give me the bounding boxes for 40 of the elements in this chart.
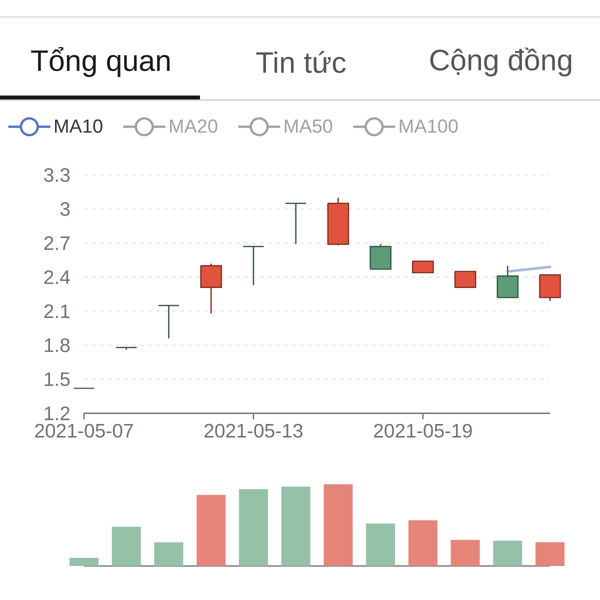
x-tick-label: 2021-05-13 [204, 424, 302, 438]
candlestick [200, 262, 222, 314]
y-tick-label: 3 [60, 202, 70, 216]
candlestick [158, 304, 180, 340]
y-tick-label: 3.3 [44, 168, 70, 182]
y-tick-label: 2.4 [44, 270, 70, 284]
bar [281, 486, 310, 566]
y-tick-label: 1.5 [44, 372, 70, 386]
candlestick [242, 246, 264, 286]
legend-label: MA10 [55, 119, 102, 133]
legend-label: MA100 [400, 119, 458, 133]
bar [408, 520, 438, 566]
bar [70, 558, 98, 566]
y-tick-label: 1.2 [44, 406, 70, 420]
text: Cộng đồng [430, 48, 572, 76]
candlestick [496, 265, 519, 298]
text: Tin tức [256, 50, 346, 73]
candlestick [284, 202, 307, 245]
y-tick-label: 2.7 [44, 236, 70, 250]
bar [450, 540, 480, 566]
y-tick-label: 2.1 [44, 304, 70, 318]
text: Tổng quan [31, 47, 170, 77]
legend-label: MA20 [170, 119, 218, 133]
bar [366, 523, 396, 566]
x-tick-label: 2021-05-19 [374, 424, 472, 438]
y-tick-label: 1.8 [44, 338, 70, 352]
bar [196, 494, 226, 566]
candlestick [370, 244, 392, 270]
bar [536, 542, 565, 566]
bar [154, 542, 184, 566]
bar [324, 484, 353, 566]
candlestick [454, 270, 476, 288]
candlestick [115, 346, 138, 350]
legend-label: MA50 [284, 119, 332, 133]
candlestick [539, 274, 561, 302]
candlestick [412, 260, 434, 274]
bar [112, 526, 141, 566]
bar [238, 489, 268, 566]
x-tick-label: 2021-05-07 [35, 424, 133, 438]
bar [493, 540, 522, 566]
